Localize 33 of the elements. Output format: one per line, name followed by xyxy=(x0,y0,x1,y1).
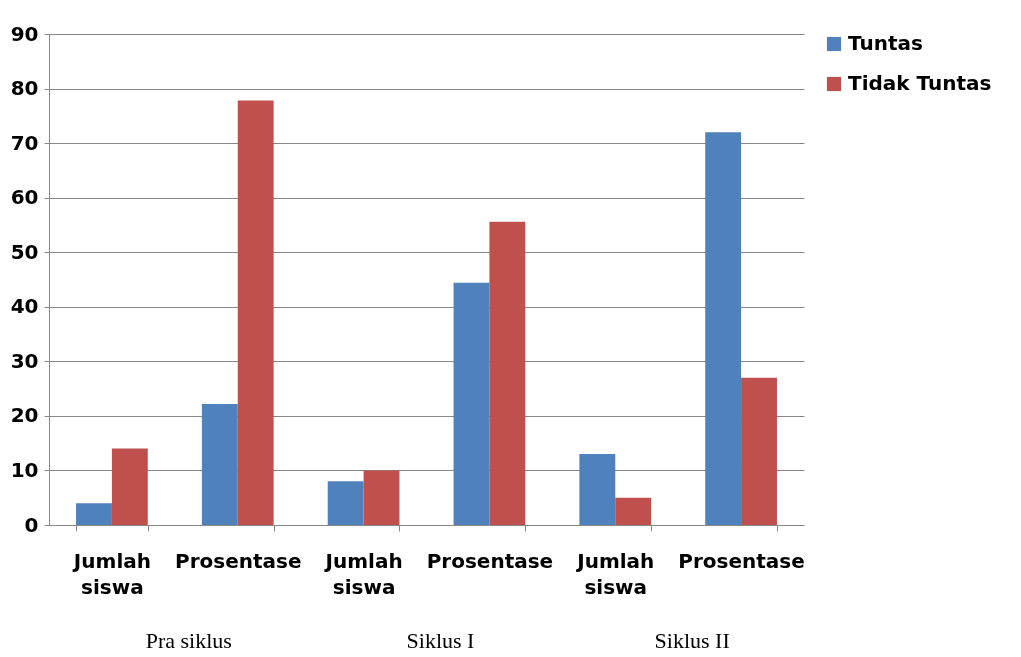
bar xyxy=(453,282,490,525)
y-tick-label: 30 xyxy=(10,348,39,373)
bar xyxy=(363,470,400,525)
bar xyxy=(327,481,364,525)
text: Siklus I xyxy=(405,628,476,654)
bar xyxy=(705,132,742,525)
legend-label: Tidak Tuntas xyxy=(848,71,992,95)
text: Siklus II xyxy=(653,628,731,654)
bar xyxy=(741,377,777,525)
text: Pra siklus xyxy=(144,628,233,654)
y-tick-label: 60 xyxy=(10,185,39,210)
x-tick-label: Jumlah siswa xyxy=(323,548,403,599)
bar xyxy=(76,503,112,525)
y-tick-label: 40 xyxy=(10,294,39,319)
x-tick-label: Prosentase xyxy=(175,548,302,573)
legend-label: Tuntas xyxy=(848,31,923,55)
bar xyxy=(615,497,652,525)
y-tick-label: 50 xyxy=(10,239,39,264)
y-tick-label: 10 xyxy=(10,457,39,482)
x-tick-label: Jumlah siswa xyxy=(575,548,655,599)
y-tick-label: 80 xyxy=(10,76,39,101)
y-tick-label: 90 xyxy=(10,21,39,46)
x-tick-label: Prosentase xyxy=(426,548,554,573)
x-tick-label: Jumlah siswa xyxy=(71,548,151,599)
y-tick-label: 0 xyxy=(24,512,39,537)
bar xyxy=(111,448,148,525)
bar xyxy=(237,100,274,525)
bar xyxy=(201,403,238,525)
y-tick-label: 20 xyxy=(10,403,39,428)
bar xyxy=(579,454,616,525)
y-tick-label: 70 xyxy=(10,130,39,155)
x-tick-label: Prosentase xyxy=(678,548,805,573)
bar xyxy=(489,221,526,525)
